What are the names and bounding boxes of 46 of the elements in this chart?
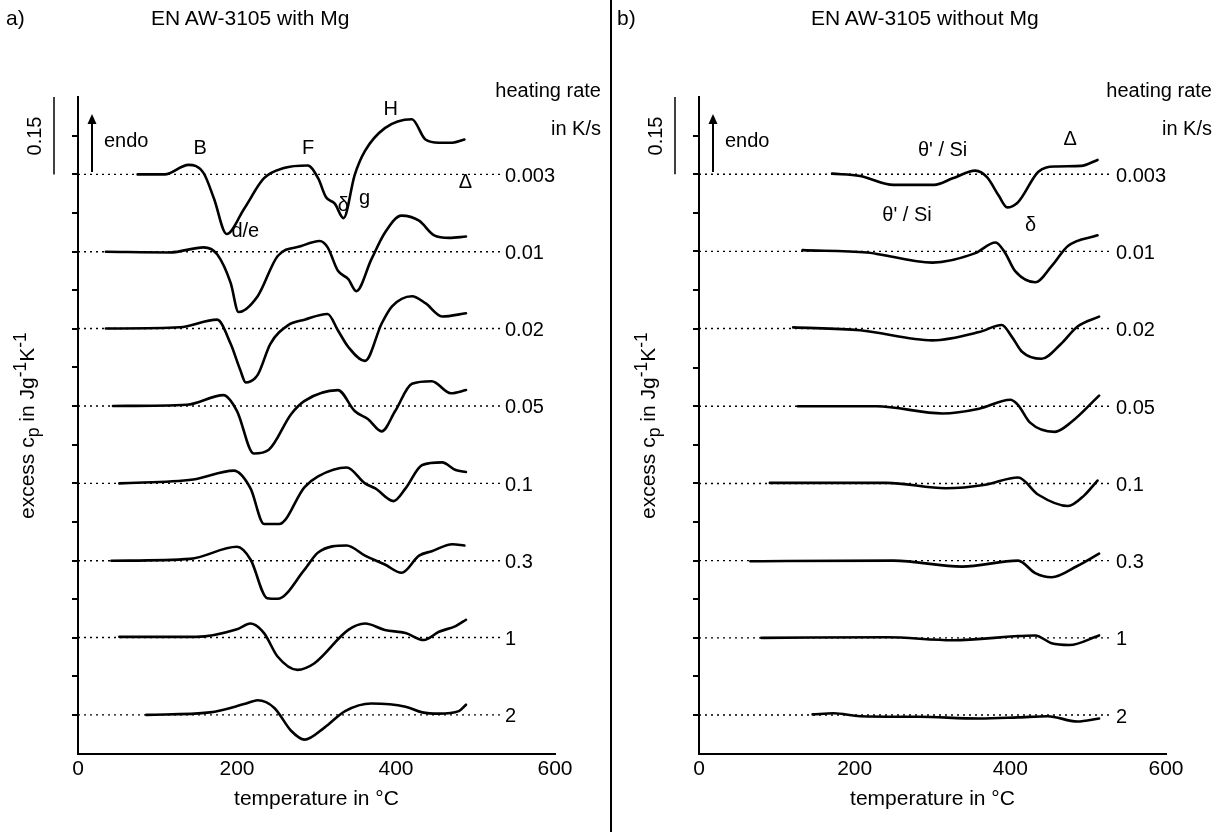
text: a) <box>6 6 25 30</box>
text: 0.15 <box>21 116 46 156</box>
text: 0.003 <box>505 163 556 186</box>
text: Δ <box>1063 126 1077 151</box>
series-label: 0.05 <box>505 395 544 418</box>
chart-title: EN AW-3105 without Mg <box>811 6 1039 30</box>
series-label: 1 <box>1116 627 1128 650</box>
text: endo <box>725 128 770 153</box>
text: θ' / Si <box>917 136 968 161</box>
x-axis-title: temperature in °C <box>850 786 1015 810</box>
annotation: g <box>358 185 371 210</box>
series-label: 0.02 <box>505 318 544 341</box>
series-label: 0.01 <box>505 241 544 264</box>
annotation: Δ <box>458 168 473 193</box>
x-tick-label: 0 <box>72 756 84 779</box>
series-label: 1 <box>505 627 517 650</box>
annotation: d/e <box>231 217 260 242</box>
series-label: 0.3 <box>1116 550 1144 573</box>
x-axis-title: temperature in °C <box>234 786 399 810</box>
text: heating rate in K/s <box>1105 78 1212 141</box>
series-label: 0.01 <box>1116 240 1155 263</box>
annotation: δ <box>1024 212 1037 237</box>
text: 0.15 <box>642 116 667 156</box>
x-tick-label: 400 <box>992 756 1028 779</box>
annotation: endo <box>104 128 149 153</box>
series-label: 2 <box>1116 704 1128 727</box>
series-label: 0.003 <box>1116 163 1167 186</box>
series-label: 0.02 <box>1116 318 1155 341</box>
x-tick-label: 0 <box>693 756 705 779</box>
x-tick-label: 600 <box>537 756 573 779</box>
series-label: 0.1 <box>505 472 533 495</box>
x-tick-label: 200 <box>219 756 255 779</box>
series-label: 2 <box>505 704 517 727</box>
annotation: F <box>301 134 315 159</box>
x-tick-label: 600 <box>1148 756 1184 779</box>
series-label: 0.1 <box>1116 473 1144 495</box>
series-label: 0.05 <box>1116 395 1155 418</box>
text: H <box>383 96 399 121</box>
annotation: θ' / Si <box>882 202 932 227</box>
text: b) <box>617 6 636 30</box>
x-tick-label: 400 <box>378 756 414 779</box>
annotation: heating rate in K/s <box>494 78 601 141</box>
x-tick-label: 200 <box>837 756 873 779</box>
chart-title: EN AW-3105 with Mg <box>151 6 350 30</box>
text: 0.3 <box>505 550 533 573</box>
annotation: B <box>193 134 207 159</box>
